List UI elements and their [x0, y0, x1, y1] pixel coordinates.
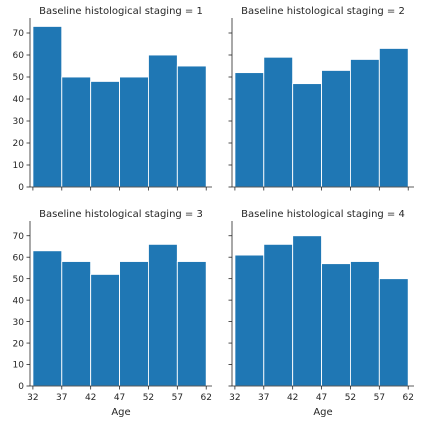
y-tick-label: 30: [13, 318, 25, 328]
histogram-bar: [234, 254, 265, 387]
y-tick-label: 0: [18, 382, 24, 392]
histogram-bar: [349, 58, 380, 188]
histogram-bar: [61, 261, 92, 387]
y-tick-label: 60: [13, 51, 25, 61]
y-tick-label: 50: [13, 73, 25, 83]
histogram-bar: [378, 278, 409, 387]
histogram-bar: [292, 235, 323, 387]
x-tick-label: 42: [85, 393, 96, 403]
y-tick-label: 50: [13, 275, 25, 285]
histogram-bar: [321, 263, 351, 387]
histogram-bar: [176, 65, 207, 188]
histogram-bar: [61, 76, 92, 188]
y-tick-label: 20: [13, 139, 25, 149]
histogram-bar: [32, 250, 63, 387]
x-tick-label: 32: [229, 393, 240, 403]
x-axis-label: Age: [111, 407, 130, 418]
histogram-bar: [119, 261, 149, 387]
y-tick-label: 70: [13, 29, 25, 39]
y-tick-label: 10: [13, 161, 25, 171]
x-tick-label: 62: [200, 393, 211, 403]
histogram-bar: [263, 243, 294, 387]
histogram-bar: [147, 54, 178, 188]
x-tick-label: 32: [27, 393, 38, 403]
x-tick-label: 52: [345, 393, 356, 403]
y-tick-label: 30: [13, 117, 25, 127]
histogram-bar: [90, 273, 121, 387]
histogram-bar: [378, 47, 409, 188]
y-tick-label: 0: [18, 183, 24, 193]
histogram-bar: [234, 72, 265, 188]
x-tick-label: 42: [287, 393, 298, 403]
x-tick-label: 62: [402, 393, 413, 403]
histogram-bar: [147, 243, 178, 387]
panel-title: Baseline histological staging = 1: [39, 6, 203, 17]
y-tick-label: 10: [13, 361, 25, 371]
histogram-bar: [292, 83, 323, 188]
panel-title: Baseline histological staging = 2: [241, 6, 405, 17]
x-axis-label: Age: [313, 407, 332, 418]
histogram-bar: [32, 25, 63, 188]
x-tick-label: 52: [143, 393, 154, 403]
x-tick-label: 57: [374, 393, 385, 403]
y-tick-label: 40: [13, 296, 25, 306]
x-tick-label: 37: [258, 393, 269, 403]
histogram-bar: [119, 76, 149, 188]
x-tick-label: 37: [56, 393, 67, 403]
histogram-bar: [263, 56, 294, 188]
histogram-bar: [321, 69, 351, 188]
panel-title: Baseline histological staging = 4: [241, 209, 405, 220]
histogram-bar: [349, 261, 380, 387]
y-tick-label: 70: [13, 232, 25, 242]
x-tick-label: 57: [172, 393, 183, 403]
y-tick-label: 60: [13, 253, 25, 263]
panel-title: Baseline histological staging = 3: [39, 209, 203, 220]
histogram-bar: [176, 261, 207, 387]
y-tick-label: 20: [13, 339, 25, 349]
y-tick-label: 40: [13, 95, 25, 105]
histogram-bar: [90, 80, 121, 188]
x-tick-label: 47: [316, 393, 327, 403]
x-tick-label: 47: [114, 393, 125, 403]
